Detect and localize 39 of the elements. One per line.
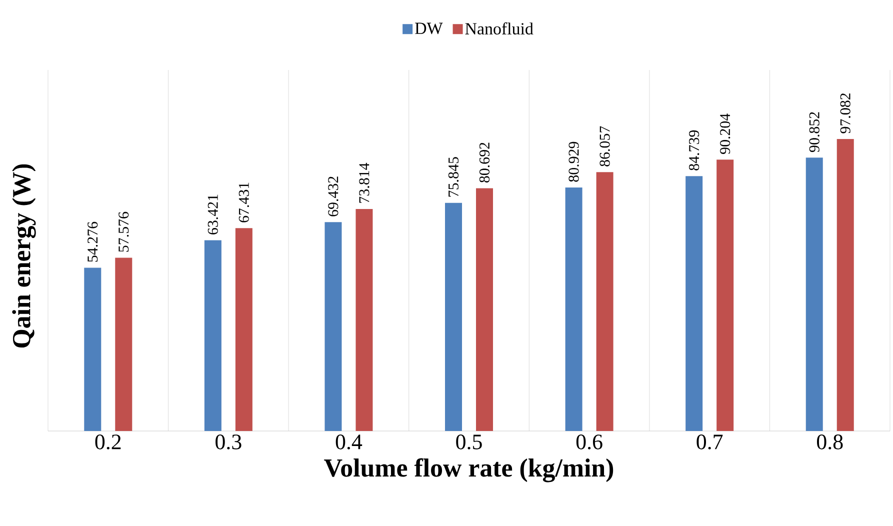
bar [686, 176, 703, 431]
x-tick-label: 0.7 [696, 434, 723, 450]
x-tick-label: 0.6 [576, 434, 602, 450]
x-tick-label: 0.5 [456, 434, 482, 450]
bar [716, 160, 734, 431]
x-tick-label: 0.2 [95, 434, 121, 450]
x-tick-label: 0.3 [216, 434, 242, 450]
y-axis-title: Qain energy (W) [12, 164, 36, 348]
data-label: 57.576 [118, 212, 129, 252]
data-label: 73.814 [359, 162, 370, 203]
bar [596, 172, 614, 431]
bar [356, 208, 373, 431]
x-tick-label: 0.8 [816, 434, 843, 450]
x-tick-label: 0.4 [336, 434, 362, 450]
data-label: 54.276 [88, 222, 98, 262]
bar [476, 188, 494, 431]
bar [565, 188, 582, 431]
data-label: 80.692 [479, 142, 490, 182]
data-label: 75.845 [448, 157, 459, 197]
legend-label: Nanofluid [465, 22, 534, 34]
data-label: 90.852 [809, 112, 820, 152]
x-axis-title: Volume flow rate (kg/min) [324, 458, 614, 482]
bar [235, 228, 252, 431]
bar [445, 202, 462, 431]
data-label: 97.082 [840, 93, 850, 134]
bar [806, 158, 823, 431]
bar [204, 240, 222, 431]
bar [115, 258, 132, 431]
bar [84, 268, 102, 431]
data-label: 63.421 [208, 194, 218, 234]
bar [836, 138, 854, 431]
data-label: 90.204 [720, 114, 730, 154]
bar [324, 222, 342, 431]
data-label: 86.057 [600, 126, 610, 166]
data-label: 80.929 [568, 142, 579, 182]
data-label: 84.739 [689, 130, 700, 170]
legend-label: DW [415, 22, 443, 34]
data-label: 69.432 [328, 176, 338, 216]
data-label: 67.431 [238, 182, 249, 222]
